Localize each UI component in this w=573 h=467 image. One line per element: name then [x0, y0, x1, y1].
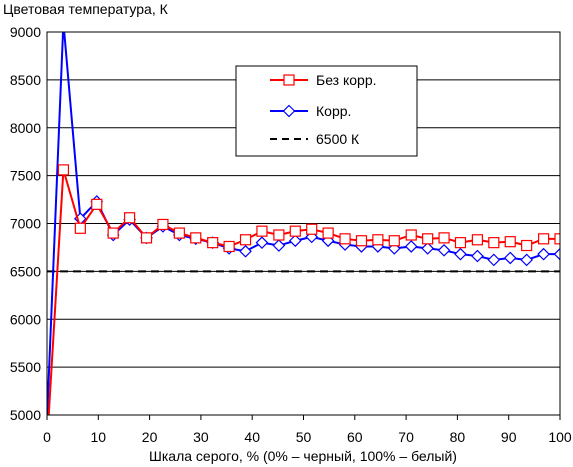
data-point-no-correction [405, 229, 417, 241]
data-point-no-correction [74, 222, 86, 234]
x-tick-label: 40 [244, 429, 260, 445]
data-point-no-correction [521, 239, 533, 252]
legend-label-reference: 6500 К [316, 131, 360, 147]
data-point-no-correction [289, 225, 301, 237]
data-point-no-correction [355, 235, 368, 247]
data-point-no-correction [454, 237, 467, 249]
chart-title: Цветовая температура, К [3, 1, 169, 17]
y-tick-label: 9000 [10, 24, 41, 40]
data-point-no-correction [339, 233, 351, 245]
y-tick-label: 5500 [10, 359, 41, 375]
data-point-no-correction [256, 225, 268, 237]
x-tick-label: 10 [91, 429, 107, 445]
data-point-no-correction [140, 232, 153, 244]
data-point-no-correction [190, 232, 202, 244]
data-point-correction [255, 236, 269, 249]
data-point-correction [288, 234, 302, 248]
data-point-correction [471, 249, 484, 263]
y-tick-label: 8500 [10, 72, 41, 88]
data-point-correction [272, 239, 286, 252]
data-point-no-correction [372, 234, 384, 246]
x-tick-label: 50 [296, 429, 312, 445]
x-tick-label: 70 [398, 429, 414, 445]
data-point-no-correction [471, 234, 484, 246]
data-point-no-correction [422, 233, 434, 245]
data-point-correction [58, 17, 69, 28]
legend-label-no-correction: Без корр. [316, 72, 377, 88]
x-tick-label: 60 [347, 429, 363, 445]
data-point-correction [421, 242, 434, 255]
legend: Без корр. Корр. 6500 К [235, 65, 418, 157]
data-point-no-correction [223, 240, 235, 253]
data-point-correction [520, 253, 534, 267]
data-point-correction [454, 247, 467, 261]
data-point-no-correction [488, 237, 500, 249]
x-tick-label: 100 [548, 429, 572, 445]
data-point-no-correction [438, 232, 450, 244]
x-axis-label: Шкала серого, % (0% – черный, 100% – бел… [149, 448, 457, 464]
x-tick-label: 90 [501, 429, 517, 445]
x-axis-ticks: 0 10 20 30 40 50 60 70 80 90 100 [43, 415, 572, 445]
data-point-no-correction [554, 233, 560, 245]
data-point-correction [503, 251, 517, 265]
x-tick-label: 30 [193, 429, 209, 445]
data-point-no-correction [173, 227, 185, 239]
x-tick-label: 20 [142, 429, 158, 445]
x-tick-label: 80 [450, 429, 466, 445]
legend-item-reference: 6500 К [270, 131, 360, 147]
data-point-correction [553, 247, 560, 261]
data-point-no-correction [107, 227, 119, 239]
data-point-no-correction [57, 164, 70, 176]
legend-item-no-correction: Без корр. [270, 72, 377, 88]
legend-label-correction: Корр. [316, 103, 351, 119]
data-point-correction [437, 243, 451, 257]
data-point-no-correction [273, 229, 285, 241]
data-point-no-correction [504, 236, 516, 248]
data-point-no-correction [322, 227, 334, 239]
data-point-no-correction [157, 218, 169, 231]
data-point-no-correction [91, 198, 103, 210]
data-point-correction [537, 247, 550, 261]
legend-box [235, 65, 418, 157]
series-layer [47, 17, 560, 415]
y-tick-label: 6500 [10, 263, 41, 279]
y-tick-label: 7000 [10, 216, 41, 232]
data-point-no-correction [207, 237, 219, 249]
x-tick-label: 0 [43, 429, 51, 445]
y-axis-ticks: 5000 5500 6000 6500 7000 7500 8000 8500 9000 [10, 24, 41, 423]
data-point-no-correction [239, 234, 252, 246]
y-tick-label: 6000 [10, 311, 41, 327]
data-point-correction [404, 240, 418, 253]
y-tick-label: 5000 [10, 407, 41, 423]
data-point-no-correction [537, 233, 550, 245]
y-tick-label: 7500 [10, 168, 41, 184]
data-point-no-correction [306, 223, 318, 235]
data-point-no-correction [123, 212, 136, 224]
legend-item-correction: Корр. [270, 103, 351, 119]
y-tick-label: 8000 [10, 120, 41, 136]
data-point-no-correction [388, 235, 400, 247]
data-point-correction [487, 253, 501, 267]
data-point-correction [239, 244, 252, 258]
